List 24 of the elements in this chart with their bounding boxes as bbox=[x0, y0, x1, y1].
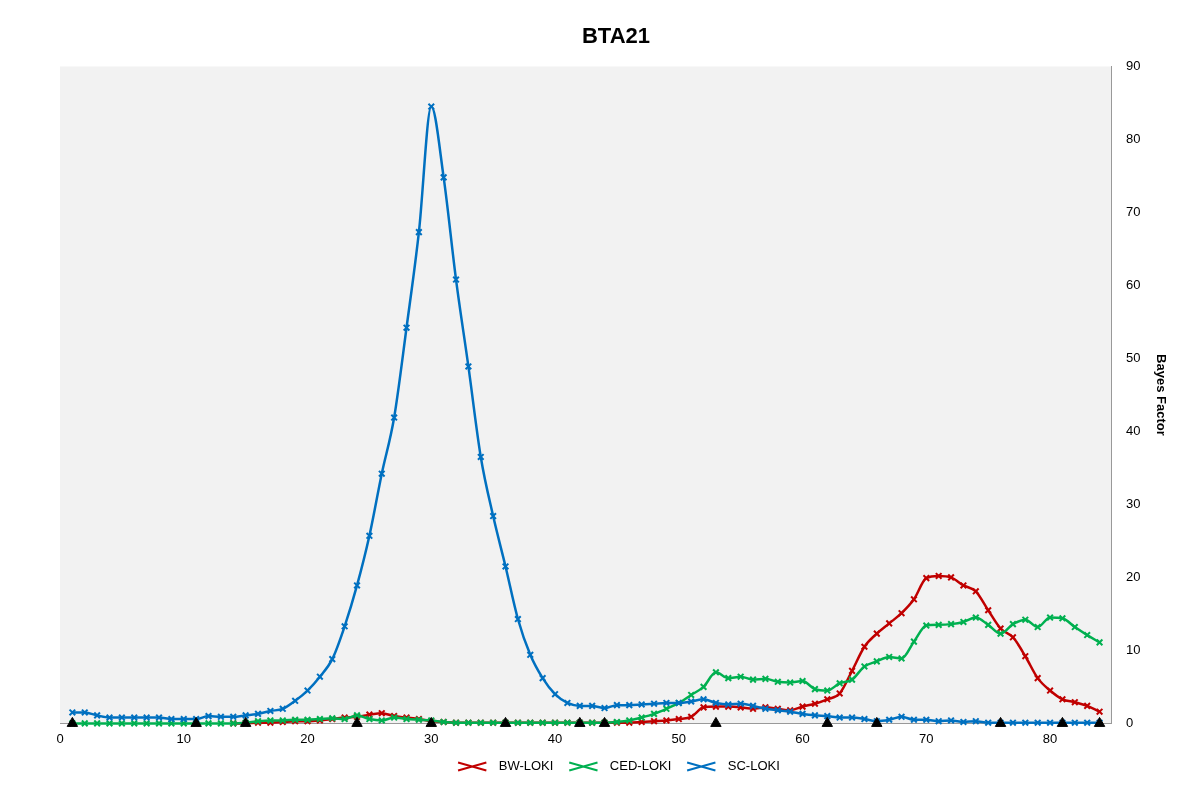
y2-tick-label: 30 bbox=[1125, 495, 1141, 511]
y2-tick-label: 80 bbox=[1125, 130, 1141, 146]
chart-title: BTA21 bbox=[581, 23, 651, 49]
y2-tick-label: 70 bbox=[1125, 203, 1141, 219]
y2-axis-title: Bayes Factor bbox=[1153, 354, 1169, 436]
x-tick-label: 0 bbox=[56, 730, 64, 746]
x-tick-label: 40 bbox=[547, 730, 563, 746]
legend-label: SC-LOKI bbox=[727, 758, 780, 774]
legend-label: CED-LOKI bbox=[609, 758, 672, 774]
x-tick-label: 50 bbox=[671, 730, 687, 746]
x-tick-label: 60 bbox=[795, 730, 810, 746]
y2-tick-label: 10 bbox=[1125, 641, 1141, 657]
x-tick-label: 30 bbox=[424, 730, 439, 746]
x-tick-label: 10 bbox=[176, 730, 191, 746]
y2-tick-label: 40 bbox=[1125, 422, 1141, 438]
x-tick-label: 20 bbox=[300, 730, 315, 746]
y2-tick-label: 60 bbox=[1125, 276, 1141, 292]
x-tick-label: 70 bbox=[919, 730, 934, 746]
legend-label: BW-LOKI bbox=[498, 758, 554, 774]
y2-tick-label: 50 bbox=[1125, 349, 1141, 365]
y2-tick-label: 20 bbox=[1125, 568, 1141, 584]
x-tick-label: 80 bbox=[1042, 730, 1058, 746]
y2-tick-label: 90 bbox=[1125, 57, 1141, 73]
y2-tick-label: 0 bbox=[1125, 714, 1134, 730]
